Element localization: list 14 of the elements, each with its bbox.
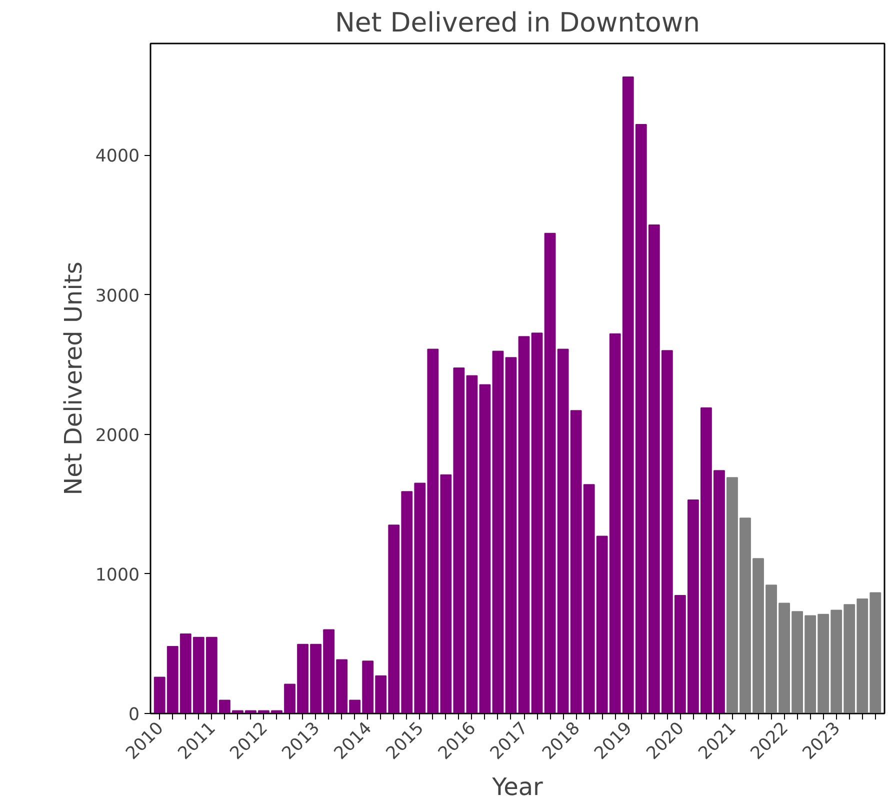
bar	[505, 357, 517, 714]
bar	[479, 384, 491, 714]
bar	[531, 332, 543, 714]
y-tick-label: 2000	[95, 426, 140, 446]
y-axis-title: Net Delivered Units	[59, 262, 88, 496]
y-tick-label: 3000	[95, 286, 140, 306]
bar	[518, 336, 530, 714]
y-tick-label: 1000	[95, 565, 140, 586]
chart-title: Net Delivered in Downtown	[334, 8, 700, 38]
x-axis-title: Year	[491, 772, 544, 801]
bar	[492, 350, 504, 714]
y-tick-label: 4000	[95, 146, 140, 167]
bar	[544, 232, 556, 714]
y-tick-label: 0	[128, 705, 140, 725]
